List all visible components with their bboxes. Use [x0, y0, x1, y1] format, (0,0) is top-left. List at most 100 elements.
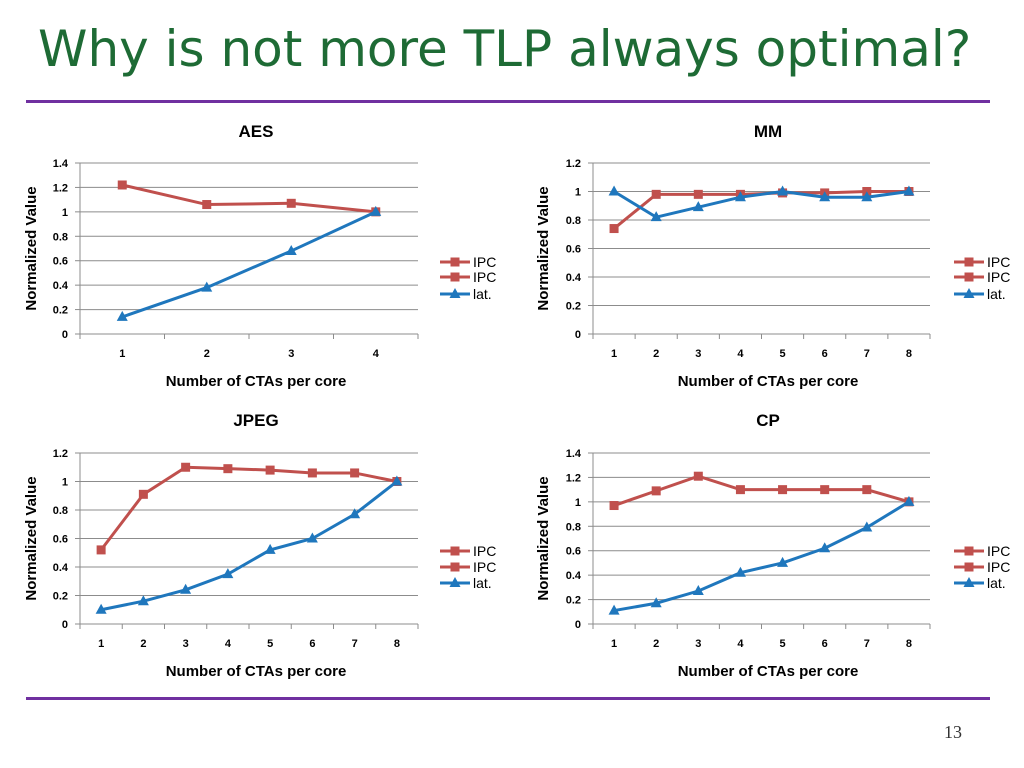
data-point-lat	[734, 566, 746, 577]
data-point-lat	[137, 595, 149, 606]
legend-label: IPC	[473, 254, 496, 270]
y-tick-label: 0.8	[53, 505, 68, 517]
data-point-lat	[903, 185, 915, 196]
y-tick-label: 0	[62, 619, 68, 631]
legend-marker	[963, 577, 975, 587]
y-tick-label: 0.6	[53, 534, 68, 546]
y-axis-label: Normalized Value	[535, 186, 552, 310]
x-tick-label: 1	[119, 348, 125, 360]
y-tick-label: 0.2	[53, 305, 68, 317]
series-line-ipc	[121, 183, 376, 214]
data-point-ipc	[735, 485, 745, 495]
data-point-lat	[819, 542, 831, 553]
x-tick-label: 2	[653, 638, 659, 650]
x-tick-label: 4	[737, 348, 744, 360]
data-point-ipc	[138, 489, 148, 499]
y-tick-label: 1.2	[53, 448, 68, 460]
data-point-lat	[650, 597, 662, 608]
y-tick-label: 0.8	[566, 521, 581, 533]
data-point-lat	[116, 310, 128, 321]
y-tick-label: 0.8	[53, 231, 68, 243]
y-tick-label: 0	[575, 619, 581, 631]
series-line-lat	[100, 480, 398, 612]
data-point-ipc	[286, 198, 296, 208]
y-tick-label: 1.2	[566, 158, 581, 170]
legend-marker	[450, 257, 460, 267]
x-axis-label: Number of CTAs per core	[166, 373, 347, 390]
top-divider	[26, 100, 990, 103]
data-point-ipc	[202, 200, 212, 210]
legend-marker	[964, 272, 974, 282]
data-point-ipc	[307, 468, 317, 478]
x-axis-label: Number of CTAs per core	[166, 663, 347, 680]
x-tick-label: 5	[780, 348, 786, 360]
y-axis-label: Normalized Value	[23, 186, 40, 310]
y-tick-label: 0.6	[566, 546, 581, 558]
data-point-lat	[264, 543, 276, 554]
legend-marker	[449, 577, 461, 587]
y-tick-label: 1.2	[53, 182, 68, 194]
y-tick-label: 0	[62, 329, 68, 341]
legend-marker	[964, 546, 974, 556]
y-tick-label: 0	[575, 329, 581, 341]
legend-marker	[450, 546, 460, 556]
data-point-ipc	[350, 468, 360, 478]
x-tick-label: 4	[225, 638, 232, 650]
x-tick-label: 5	[780, 638, 786, 650]
legend-label: lat.	[473, 575, 492, 591]
x-tick-label: 3	[695, 638, 701, 650]
legend-marker	[963, 288, 975, 298]
slide-title: Why is not more TLP always optimal?	[38, 20, 972, 78]
data-point-ipc	[223, 464, 233, 474]
legend-label: IPC	[473, 269, 496, 285]
x-tick-label: 3	[288, 348, 294, 360]
data-point-ipc	[693, 189, 703, 199]
legend-label: IPC	[987, 269, 1010, 285]
y-tick-label: 0.4	[566, 272, 582, 284]
chart-aes: AES 0 0.2 0.4 0.6 0.8 1 1.2 1.4 1 2 3 4 Number of CTA…	[23, 122, 496, 390]
x-tick-label: 3	[695, 348, 701, 360]
x-tick-label: 7	[352, 638, 358, 650]
x-axis-label: Number of CTAs per core	[678, 663, 859, 680]
data-point-ipc	[820, 485, 830, 495]
x-tick-label: 8	[906, 348, 912, 360]
x-tick-label: 1	[611, 638, 617, 650]
legend-label: lat.	[473, 286, 492, 302]
y-tick-label: 0.4	[566, 570, 582, 582]
legend-label: IPC	[987, 254, 1010, 270]
y-tick-label: 0.8	[566, 215, 581, 227]
x-tick-label: 3	[183, 638, 189, 650]
y-tick-label: 0.6	[566, 244, 581, 256]
legend-marker	[964, 257, 974, 267]
legend-label: lat.	[987, 575, 1006, 591]
data-point-lat	[222, 568, 234, 579]
y-tick-label: 1.4	[566, 448, 582, 460]
data-point-lat	[306, 532, 318, 543]
x-tick-label: 1	[98, 638, 104, 650]
data-point-lat	[819, 191, 831, 202]
x-tick-label: 6	[822, 348, 828, 360]
x-tick-label: 6	[309, 638, 315, 650]
y-tick-label: 0.2	[53, 591, 68, 603]
data-point-lat	[692, 201, 704, 212]
data-point-ipc	[609, 224, 619, 234]
y-tick-label: 0.4	[53, 280, 69, 292]
legend-marker	[450, 562, 460, 572]
data-point-lat	[180, 583, 192, 594]
y-tick-label: 0.6	[53, 256, 68, 268]
y-tick-label: 1	[62, 477, 68, 489]
data-point-lat	[777, 185, 789, 196]
x-tick-label: 4	[737, 638, 744, 650]
chart-title: CP	[756, 411, 780, 430]
data-point-lat	[608, 604, 620, 615]
x-tick-label: 8	[906, 638, 912, 650]
data-point-ipc	[862, 485, 872, 495]
legend-marker	[450, 272, 460, 282]
chart-title: AES	[239, 122, 274, 141]
series-line-lat	[613, 500, 910, 613]
x-tick-label: 2	[204, 348, 210, 360]
x-tick-label: 6	[822, 638, 828, 650]
x-tick-label: 8	[394, 638, 400, 650]
series-line-lat	[121, 210, 377, 319]
